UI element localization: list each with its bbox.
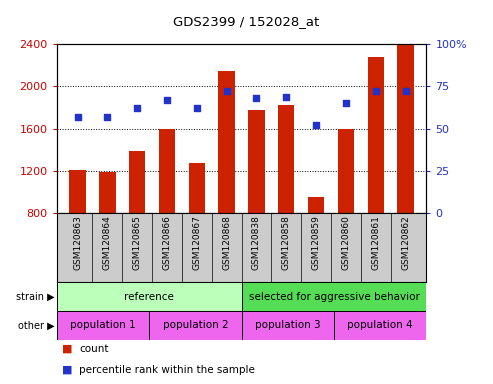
- Bar: [129, 151, 145, 213]
- Bar: [368, 57, 384, 213]
- Point: [372, 88, 380, 94]
- Bar: [242, 282, 426, 311]
- Point: [193, 105, 201, 111]
- Text: GSM120866: GSM120866: [163, 215, 172, 270]
- Text: GSM120860: GSM120860: [342, 215, 351, 270]
- Text: GSM120858: GSM120858: [282, 215, 291, 270]
- Text: ■: ■: [62, 344, 72, 354]
- Point: [312, 122, 320, 128]
- Text: GSM120859: GSM120859: [312, 215, 320, 270]
- Text: GSM120864: GSM120864: [103, 215, 112, 270]
- Text: population 2: population 2: [163, 320, 228, 331]
- Point: [402, 88, 410, 94]
- Text: selected for aggressive behavior: selected for aggressive behavior: [248, 291, 420, 302]
- Text: GSM120838: GSM120838: [252, 215, 261, 270]
- Bar: [248, 109, 265, 213]
- Text: GSM120862: GSM120862: [401, 215, 410, 270]
- Bar: [159, 129, 175, 213]
- Text: other ▶: other ▶: [18, 320, 54, 331]
- Text: population 3: population 3: [255, 320, 320, 331]
- Text: GSM120865: GSM120865: [133, 215, 141, 270]
- Text: GSM120867: GSM120867: [192, 215, 201, 270]
- Bar: [189, 164, 205, 213]
- Bar: [397, 45, 414, 213]
- Text: GSM120861: GSM120861: [371, 215, 380, 270]
- Bar: [70, 170, 86, 213]
- Text: count: count: [79, 344, 108, 354]
- Point: [342, 100, 350, 106]
- Text: GSM120863: GSM120863: [73, 215, 82, 270]
- Point: [223, 88, 231, 94]
- Point: [252, 95, 260, 101]
- Bar: [57, 282, 242, 311]
- Bar: [278, 105, 294, 213]
- Text: strain ▶: strain ▶: [16, 291, 54, 302]
- Text: population 1: population 1: [70, 320, 136, 331]
- Point: [133, 105, 141, 111]
- Bar: [218, 71, 235, 213]
- Text: GSM120868: GSM120868: [222, 215, 231, 270]
- Point: [104, 114, 111, 120]
- Text: ■: ■: [62, 365, 72, 375]
- Text: percentile rank within the sample: percentile rank within the sample: [79, 365, 255, 375]
- Text: population 4: population 4: [348, 320, 413, 331]
- Bar: [99, 172, 115, 213]
- Bar: [57, 311, 149, 340]
- Point: [282, 93, 290, 99]
- Bar: [308, 197, 324, 213]
- Text: reference: reference: [124, 291, 174, 302]
- Point: [73, 114, 81, 120]
- Bar: [334, 311, 426, 340]
- Bar: [338, 129, 354, 213]
- Point: [163, 97, 171, 103]
- Bar: [242, 311, 334, 340]
- Bar: [149, 311, 242, 340]
- Text: GDS2399 / 152028_at: GDS2399 / 152028_at: [174, 15, 319, 28]
